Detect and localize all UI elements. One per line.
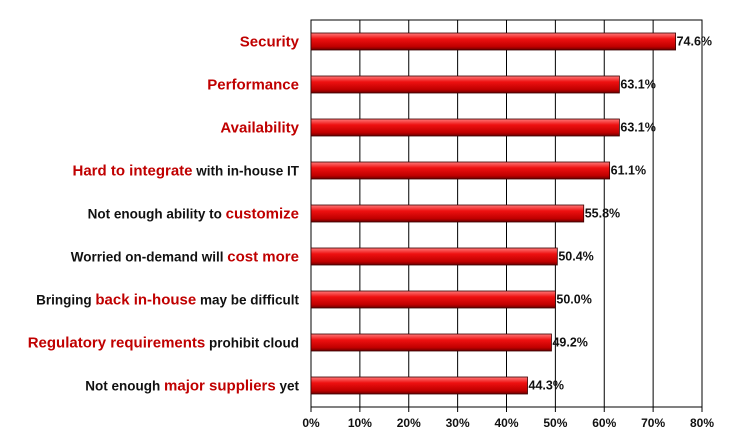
category-label: Regulatory requirements prohibit cloud: [28, 335, 299, 352]
category-label: Not enough ability to customize: [88, 206, 299, 223]
x-axis-ticks: 0% 10% 20% 30% 40% 50% 60% 70% 80%: [302, 407, 714, 430]
category-label: Security: [240, 34, 300, 51]
bar: [310, 290, 556, 309]
bar: [310, 333, 552, 352]
data-label: 61.1%: [611, 164, 646, 178]
category-label: Worried on-demand will cost more: [71, 249, 299, 266]
bar: [310, 204, 585, 223]
data-label: 74.6%: [677, 35, 712, 49]
x-tick-label: 40%: [494, 416, 518, 430]
data-label: 49.2%: [552, 336, 587, 350]
category-label: Bringing back in-house may be difficult: [36, 292, 299, 309]
category-label: Availability: [220, 120, 299, 137]
x-tick-label: 30%: [446, 416, 470, 430]
x-tick-label: 60%: [592, 416, 616, 430]
x-tick-label: 20%: [397, 416, 421, 430]
x-tick-label: 70%: [641, 416, 665, 430]
category-labels: Security Performance Availability Hard to i…: [28, 34, 300, 395]
bar: [310, 32, 677, 51]
x-tick-label: 50%: [543, 416, 567, 430]
category-label: Not enough major suppliers yet: [85, 378, 299, 395]
data-label: 55.8%: [585, 207, 620, 221]
bars: [310, 32, 677, 395]
bar: [310, 118, 620, 137]
bar: [310, 247, 558, 266]
category-label: Hard to integrate with in-house IT: [72, 163, 299, 180]
x-tick-label: 10%: [348, 416, 372, 430]
bar: [310, 75, 620, 94]
data-label: 50.0%: [556, 293, 591, 307]
data-label: 63.1%: [620, 78, 655, 92]
data-label: 44.3%: [529, 379, 564, 393]
data-label: 50.4%: [558, 250, 593, 264]
data-label: 63.1%: [620, 121, 655, 135]
x-tick-label: 80%: [690, 416, 714, 430]
bar: [310, 161, 611, 180]
x-tick-label: 0%: [302, 416, 320, 430]
bar: [310, 376, 528, 395]
value-labels: 74.6% 63.1% 63.1% 61.1% 55.8% 50.4% 50.0% 49.2%…: [529, 35, 713, 393]
category-label: Performance: [207, 77, 299, 94]
